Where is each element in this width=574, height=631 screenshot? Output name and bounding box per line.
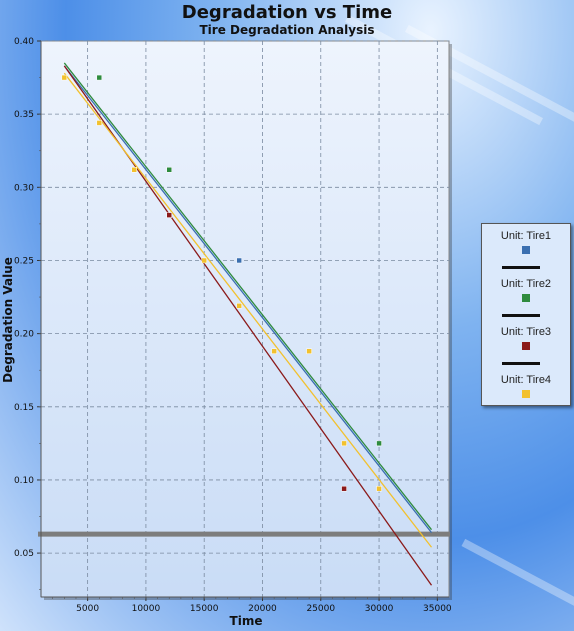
data-point [306,348,312,354]
legend-swatch [522,294,530,302]
fit-lines [63,62,433,586]
legend-swatch [522,342,530,350]
data-point [96,74,103,81]
legend-label: Unit: Tire3 [500,326,552,338]
legend-separator [502,362,540,365]
plot-area [40,40,450,598]
x-axis-label: Time [230,614,263,628]
fit-line [63,62,433,531]
y-axis-label: Degradation Value [1,257,15,383]
x-tick-label: 25000 [306,604,335,614]
chart-subtitle: Tire Degradation Analysis [199,23,375,37]
legend-separator [502,266,540,269]
data-point [236,303,242,309]
y-tick-label: 0.20 [14,330,34,340]
y-tick-label: 0.30 [14,183,34,193]
legend-item-tire2: Unit: Tire2 [482,278,570,302]
data-point [61,74,68,81]
legend-item-tire3: Unit: Tire3 [482,326,570,350]
legend-label: Unit: Tire1 [500,230,552,242]
x-tick-label: 20000 [248,604,277,614]
grid [41,40,449,597]
legend: Unit: Tire1 Unit: Tire2 Unit: Tire3 Unit… [481,223,571,406]
legend-item-tire4: Unit: Tire4 [482,374,570,398]
data-point [236,257,242,264]
data-point [131,167,138,173]
legend-separator [502,314,540,317]
y-tick-label: 0.25 [14,256,34,266]
fit-line [63,72,433,548]
x-tick-label: 30000 [365,604,394,614]
legend-swatch [522,390,530,398]
y-tick-label: 0.40 [14,37,34,47]
data-point [376,485,382,492]
y-tick-label: 0.05 [14,549,34,559]
data-point [376,440,382,447]
data-point [166,167,172,173]
data-point [166,212,172,218]
data-point [341,485,347,492]
x-tick-label: 35000 [423,604,452,614]
x-tick-label: 15000 [190,604,219,614]
legend-item-tire1: Unit: Tire1 [482,230,570,254]
y-tick-label: 0.10 [14,476,34,486]
y-tick-label: 0.35 [14,110,34,120]
data-point [271,348,277,354]
data-point [96,120,103,126]
axis-ticks: 5000 10000 15000 20000 25000 30000 35000 0.05 0.… [14,37,452,614]
data-point [201,257,207,264]
x-tick-label: 5000 [76,604,99,614]
x-tick-label: 10000 [132,604,161,614]
fit-line [63,65,433,534]
data-point [341,440,347,447]
data-points [61,74,382,492]
legend-label: Unit: Tire2 [500,278,552,290]
legend-label: Unit: Tire4 [500,374,552,386]
chart-title: Degradation vs Time [181,2,393,23]
legend-swatch [522,246,530,254]
y-tick-label: 0.15 [14,403,34,413]
